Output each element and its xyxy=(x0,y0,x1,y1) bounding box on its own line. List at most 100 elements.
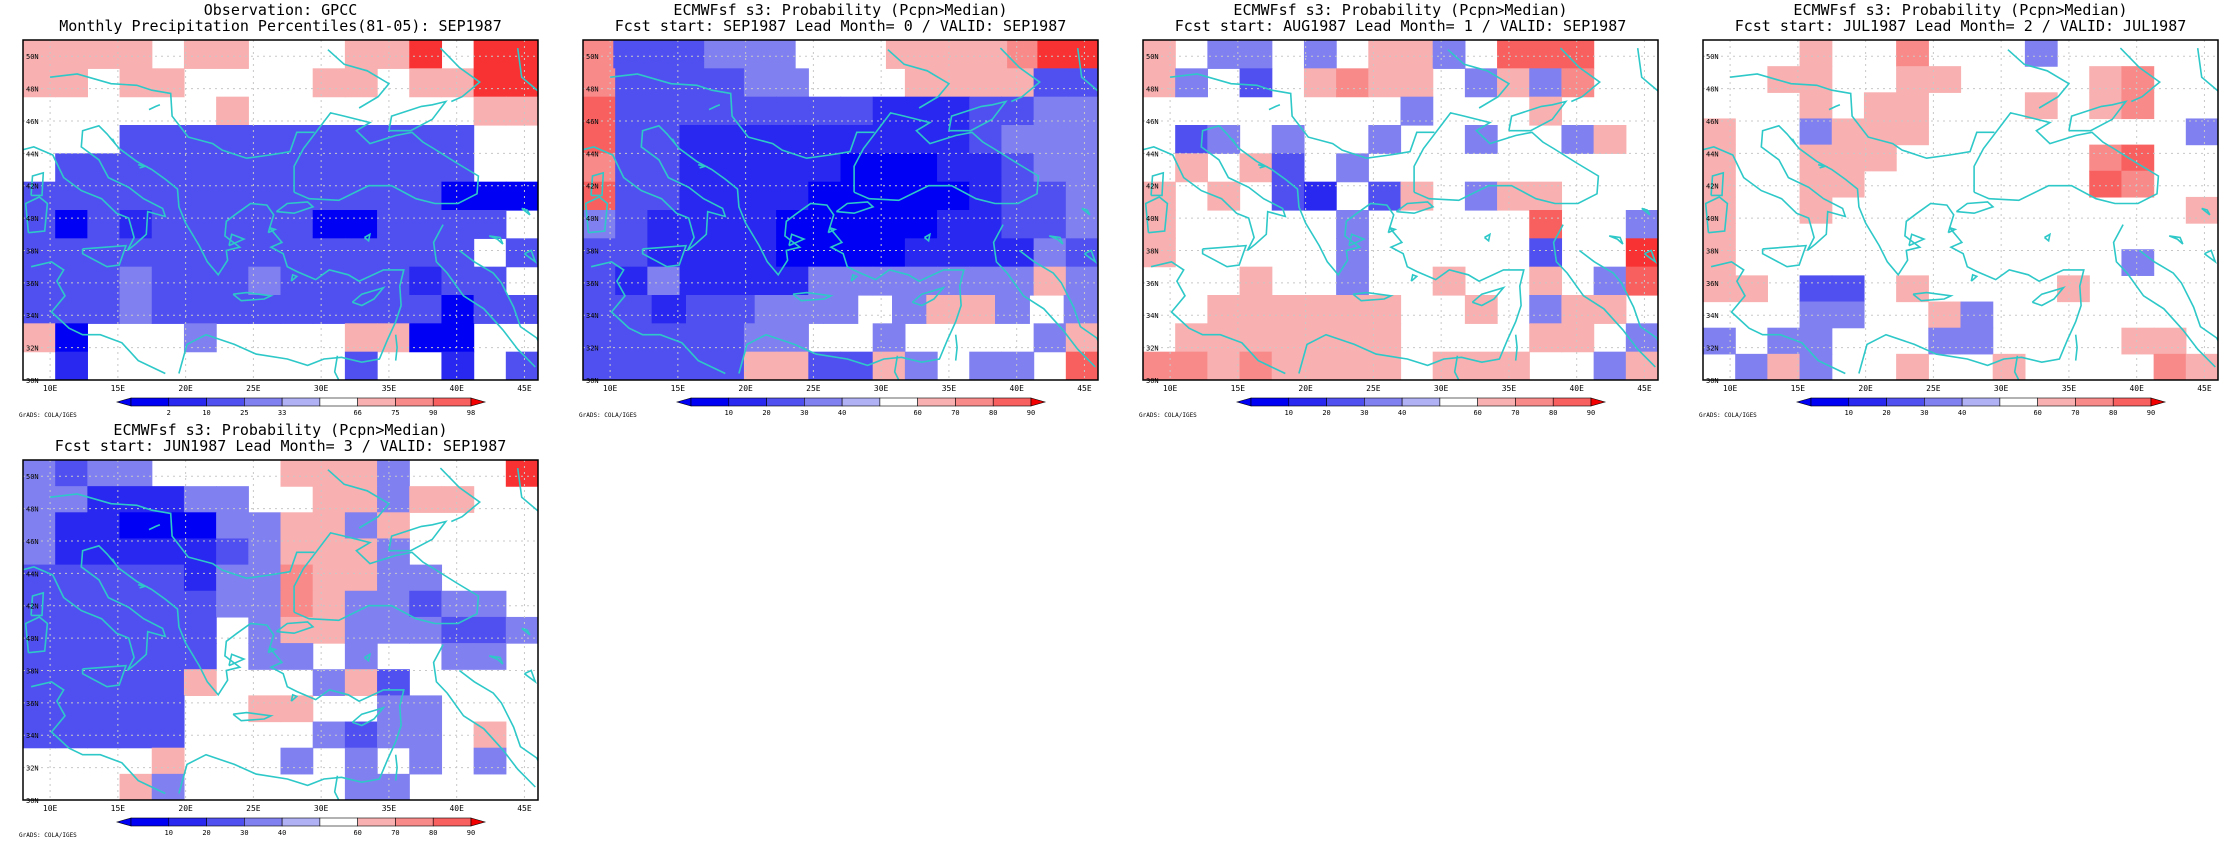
grid-cell xyxy=(743,210,777,239)
grid-cell xyxy=(872,266,906,296)
grid-cell xyxy=(312,210,346,239)
colorbar-label: 10 xyxy=(1845,409,1853,417)
grid-cell xyxy=(55,153,88,183)
coastline xyxy=(1552,224,1656,368)
lat-tick-label: 30N xyxy=(26,797,39,805)
grid-cell xyxy=(1625,210,1658,239)
grid-cell xyxy=(885,40,917,69)
grid-cell xyxy=(743,153,777,183)
lat-tick-label: 44N xyxy=(26,570,39,578)
grid-cell xyxy=(1065,153,1098,183)
colorbar-segment xyxy=(130,397,170,407)
colorbar-arrow-left xyxy=(1795,397,1812,407)
lat-tick-label: 32N xyxy=(586,345,599,353)
grid-cell xyxy=(1400,181,1434,211)
coastline xyxy=(1048,235,1064,245)
grid-cell xyxy=(377,721,410,749)
grid-cell xyxy=(1065,266,1098,296)
grid-cell xyxy=(312,238,346,268)
colorbar-segment xyxy=(206,397,245,407)
grid-cell xyxy=(1960,327,1994,355)
lat-tick-label: 46N xyxy=(26,538,39,546)
coastline xyxy=(50,493,315,580)
grid-cell xyxy=(409,181,443,211)
coastline xyxy=(1641,207,1651,216)
coastline xyxy=(488,655,504,665)
grid-cell xyxy=(280,460,314,487)
coastline xyxy=(516,467,538,513)
grid-cell xyxy=(647,210,681,239)
grid-cell xyxy=(1831,144,1865,172)
grid-cell xyxy=(976,40,1008,69)
colorbar: 2 10 25 33 66 75 90 98 xyxy=(115,397,487,417)
lon-tick-label: 45E xyxy=(517,384,532,393)
coastline xyxy=(1789,136,1796,145)
grid-cell xyxy=(55,695,88,723)
grid-cell xyxy=(1271,295,1305,324)
grid-cell xyxy=(1529,40,1563,69)
grid-cell xyxy=(1065,125,1098,154)
colorbar-segment xyxy=(804,397,843,407)
colorbar-label: 33 xyxy=(278,409,286,417)
colorbar-arrow-right xyxy=(2150,397,2167,407)
grid-cell xyxy=(776,153,809,183)
coastline xyxy=(439,467,482,523)
grid-cell xyxy=(1207,323,1241,353)
coastline xyxy=(1144,196,1169,234)
grid-cell xyxy=(441,210,475,239)
grid-cell xyxy=(183,669,217,696)
grid-cell xyxy=(904,153,938,183)
grid-cell xyxy=(1799,118,1833,146)
grid-cell xyxy=(1001,351,1035,380)
coastline xyxy=(138,163,149,169)
coastline xyxy=(394,754,398,781)
coastline xyxy=(2119,47,2162,103)
grid-cell xyxy=(55,181,88,211)
grid-cell xyxy=(377,616,410,644)
lat-tick-label: 42N xyxy=(26,183,39,191)
grid-cell xyxy=(87,238,121,268)
grid-cell xyxy=(55,266,88,296)
lat-tick-label: 48N xyxy=(26,506,39,514)
grads-credit: GrADS: COLA/IGES xyxy=(1699,412,1757,419)
grid-cell xyxy=(151,747,185,775)
grid-cell xyxy=(946,40,978,69)
coastline xyxy=(2112,224,2216,368)
lat-tick-label: 30N xyxy=(586,377,599,385)
grid-cell xyxy=(441,590,475,618)
grid-cell xyxy=(1001,125,1035,154)
coastline xyxy=(148,524,161,531)
grid-cell xyxy=(969,351,1003,380)
lon-tick-label: 20E xyxy=(738,384,753,393)
grid-cell xyxy=(743,96,777,126)
colorbar-segment xyxy=(1288,397,1327,407)
colorbar: 10 20 30 40 60 70 80 90 xyxy=(1235,397,1607,417)
colorbar-segment xyxy=(1886,397,1925,407)
grid-cell xyxy=(1593,295,1627,324)
coastline xyxy=(30,680,166,795)
coastline xyxy=(523,669,537,685)
coastline xyxy=(2068,100,2128,132)
coastline xyxy=(1112,137,1142,250)
lat-tick-label: 30N xyxy=(1706,377,1719,385)
grid-cell xyxy=(1271,153,1305,183)
grid-cell xyxy=(473,40,507,69)
grid-cell xyxy=(505,181,538,211)
grid-cell xyxy=(87,538,121,566)
lon-tick-label: 20E xyxy=(1858,384,1873,393)
grid-cell xyxy=(583,295,618,324)
grid-cell xyxy=(312,669,346,696)
grid-cell xyxy=(711,351,745,380)
coastline xyxy=(698,163,709,169)
coastline xyxy=(1348,233,1366,247)
grid-cell xyxy=(711,266,745,296)
grid-cell xyxy=(151,695,185,723)
grid-cell xyxy=(280,295,314,324)
grid-cell xyxy=(312,564,346,592)
grid-cell xyxy=(1033,125,1067,154)
coastline xyxy=(1453,355,1460,380)
coastline xyxy=(1447,49,1511,109)
grid-cell xyxy=(183,564,217,592)
colorbar-segment xyxy=(992,397,1032,407)
